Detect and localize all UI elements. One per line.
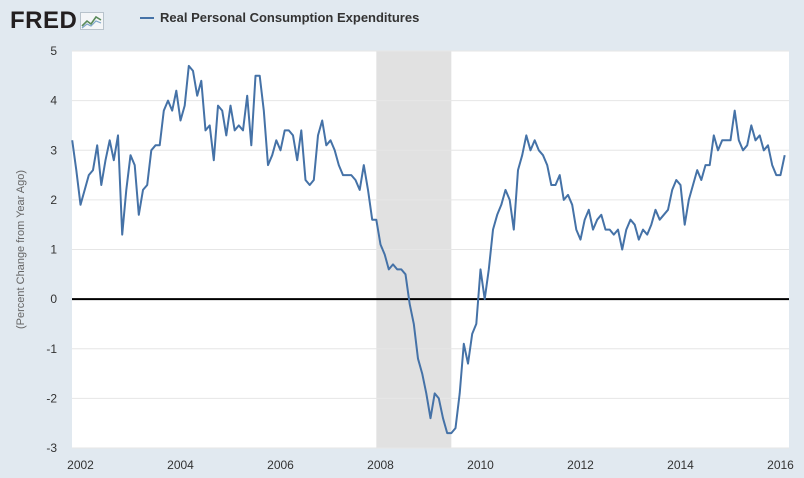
fred-logo[interactable]: FRED [10,6,105,36]
x-tick-label: 2002 [67,458,94,472]
y-axis-title: (Percent Change from Year Ago) [15,170,27,329]
x-tick-label: 2016 [767,458,794,472]
x-tick-label: 2012 [567,458,594,472]
y-tick-label: -2 [46,391,57,405]
series-layer [71,64,786,435]
y-tick-label: -1 [46,342,57,356]
x-tick-label: 2010 [467,458,494,472]
legend-swatch [140,16,154,19]
y-tick-label: -3 [46,441,57,455]
fred-logo-text: FRED [10,7,78,34]
x-tick-label: 2014 [667,458,694,472]
chart-header: FRED Real Personal Consumption Expenditu… [0,0,804,44]
y-tick-label: 4 [50,94,57,108]
y-tick-label: 3 [50,143,57,157]
legend-label: Real Personal Consumption Expenditures [160,10,420,25]
y-tick-label: 0 [50,292,57,306]
y-tick-label: 1 [50,243,57,257]
y-tick-label: 5 [50,44,57,58]
x-axis-ticks: 2002 2004 2006 2008 2010 2012 2014 2016 [67,458,794,472]
fred-chart-icon [80,12,105,30]
y-axis-ticks: 5 4 3 2 1 0 -1 -2 -3 [46,44,57,455]
x-tick-label: 2006 [267,458,294,472]
series-line[interactable] [71,64,786,435]
x-tick-label: 2004 [167,458,194,472]
y-tick-label: 2 [50,193,57,207]
x-tick-label: 2008 [367,458,394,472]
chart-legend: Real Personal Consumption Expenditures [140,10,419,25]
